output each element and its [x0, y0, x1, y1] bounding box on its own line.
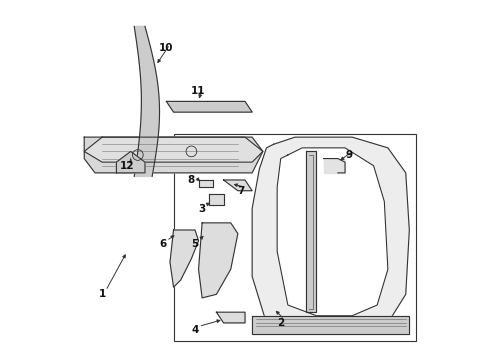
Text: 8: 8 — [188, 175, 195, 185]
Polygon shape — [84, 137, 263, 173]
Polygon shape — [198, 180, 213, 187]
Polygon shape — [223, 180, 252, 191]
Text: 4: 4 — [191, 325, 198, 335]
Text: 9: 9 — [345, 150, 352, 160]
Polygon shape — [170, 230, 198, 287]
Text: 1: 1 — [98, 289, 106, 299]
Polygon shape — [134, 26, 160, 176]
Polygon shape — [252, 316, 409, 334]
Text: 12: 12 — [120, 161, 134, 171]
Text: 6: 6 — [159, 239, 167, 249]
Polygon shape — [306, 152, 317, 312]
Text: 2: 2 — [277, 318, 284, 328]
Text: 5: 5 — [192, 239, 198, 249]
Polygon shape — [277, 148, 388, 316]
Polygon shape — [167, 102, 252, 112]
Text: 7: 7 — [238, 186, 245, 196]
Polygon shape — [209, 194, 223, 205]
Polygon shape — [117, 152, 145, 173]
Text: 3: 3 — [198, 203, 206, 213]
Polygon shape — [198, 223, 238, 298]
Polygon shape — [84, 137, 263, 162]
Text: 10: 10 — [159, 43, 173, 53]
Polygon shape — [217, 312, 245, 323]
Polygon shape — [252, 137, 409, 334]
Text: 11: 11 — [191, 86, 206, 96]
